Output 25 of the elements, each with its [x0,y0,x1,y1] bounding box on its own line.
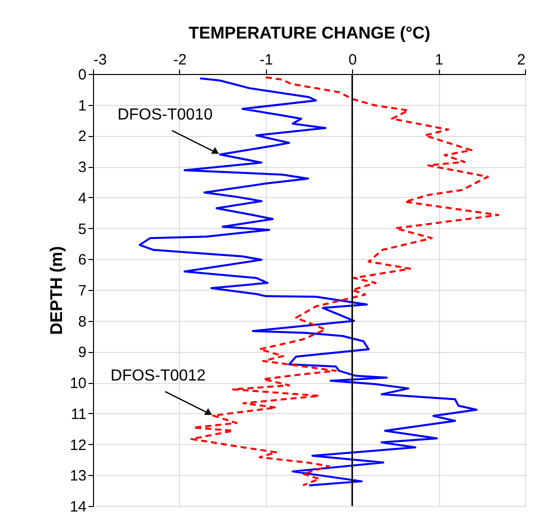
annotation: DFOS-T0012 [110,368,206,385]
x-tick-label: 0 [348,52,357,68]
x-tick-label: -1 [260,52,273,68]
x-tick-label: 2 [517,52,526,68]
x-axis-title: TEMPERATURE CHANGE (°C) [188,24,430,42]
x-tick-label: -3 [94,52,107,68]
y-tick-label: 2 [78,128,86,146]
y-tick-label: 12 [70,436,86,454]
y-tick-label: 6 [78,252,86,269]
y-axis-title: DEPTH (m) [46,246,66,335]
y-tick-label: 3 [78,159,86,176]
y-tick-label: 11 [70,406,86,423]
y-tick-label: 5 [78,220,86,238]
x-tick-label: 1 [434,52,444,68]
y-tick-label: 4 [78,190,86,207]
x-tick-label: -2 [173,52,187,68]
y-tick-label: 9 [78,344,86,362]
y-tick-label: 7 [78,282,86,300]
y-tick-label: 1 [78,97,86,114]
y-tick-label: 14 [70,498,86,516]
y-tick-label: 10 [70,375,86,392]
annotation: DFOS-T0010 [117,106,213,124]
y-tick-label: 13 [70,468,86,485]
y-tick-label: 8 [78,313,86,330]
y-tick-label: 0 [78,66,86,84]
